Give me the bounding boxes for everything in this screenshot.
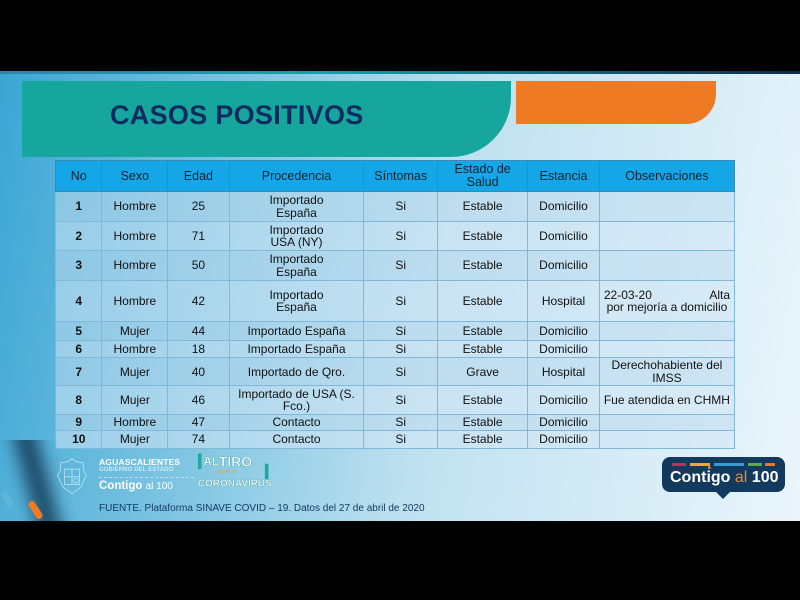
svg-text:AL: AL (203, 456, 219, 469)
svg-text:CONTRA EL: CONTRA EL (215, 469, 237, 473)
svg-text:CORONAVIRUS: CORONAVIRUS (198, 478, 272, 489)
svg-text:TIRO: TIRO (219, 454, 253, 470)
